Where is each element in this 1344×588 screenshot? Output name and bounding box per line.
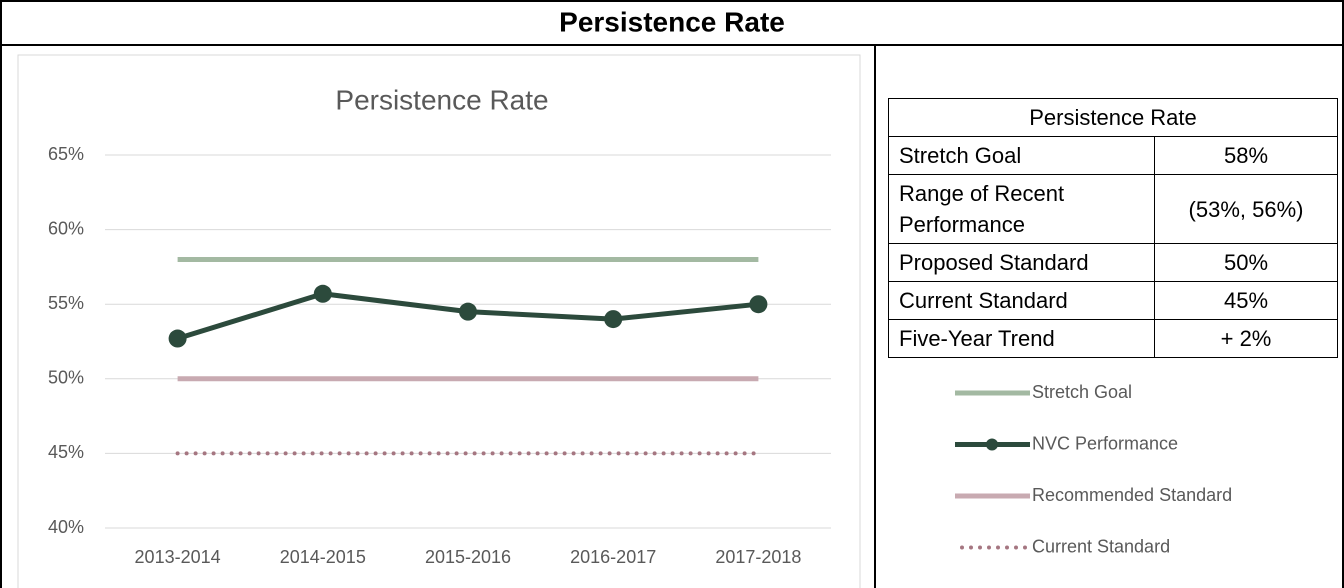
table-row: Stretch Goal 58% bbox=[888, 136, 1338, 175]
table-value: + 2% bbox=[1154, 319, 1338, 358]
table-label: Current Standard bbox=[888, 281, 1155, 320]
table-value: 58% bbox=[1154, 136, 1338, 175]
legend-label: Stretch Goal bbox=[1032, 382, 1132, 402]
x-tick-label: 2015-2016 bbox=[425, 547, 511, 567]
table-label: Proposed Standard bbox=[888, 243, 1155, 282]
point bbox=[749, 295, 768, 314]
chart-frame bbox=[17, 54, 861, 588]
table-row: Proposed Standard 50% bbox=[888, 243, 1338, 282]
y-tick-label: 60% bbox=[48, 218, 84, 238]
point bbox=[604, 310, 623, 329]
legend-label: Current Standard bbox=[1032, 536, 1170, 556]
table-row: Current Standard 45% bbox=[888, 281, 1338, 320]
table-value: (53%, 56%) bbox=[1154, 174, 1338, 244]
y-tick-label: 45% bbox=[48, 442, 84, 462]
table-row: Five-Year Trend + 2% bbox=[888, 319, 1338, 358]
legend-label: NVC Performance bbox=[1032, 433, 1178, 453]
table-label: Five-Year Trend bbox=[888, 319, 1155, 358]
point bbox=[168, 329, 187, 348]
point bbox=[459, 302, 477, 321]
y-tick-label: 65% bbox=[48, 144, 84, 164]
x-tick-label: 2013-2014 bbox=[135, 547, 221, 567]
y-tick-label: 40% bbox=[48, 517, 84, 537]
page-title: Persistence Rate bbox=[559, 6, 785, 37]
legend-label: Recommended Standard bbox=[1032, 485, 1232, 505]
table-label: Range of Recent Performance bbox=[888, 174, 1155, 244]
table-value: 45% bbox=[1154, 281, 1338, 320]
x-tick-label: 2014-2015 bbox=[280, 547, 366, 567]
summary-table: Persistence Rate Stretch Goal 58% Range of… bbox=[888, 98, 1338, 358]
y-tick-label: 55% bbox=[48, 293, 84, 313]
chart-title: Persistence Rate bbox=[335, 84, 548, 115]
x-tick-label: 2017-2018 bbox=[715, 547, 801, 567]
table-row: Range of Recent Performance (53%, 56%) bbox=[888, 174, 1338, 244]
legend-marker bbox=[986, 438, 998, 451]
table-value: 50% bbox=[1154, 243, 1338, 282]
point bbox=[313, 284, 332, 303]
table-title: Persistence Rate bbox=[888, 98, 1338, 137]
x-tick-label: 2016-2017 bbox=[570, 547, 656, 567]
table-label: Stretch Goal bbox=[888, 136, 1155, 175]
y-tick-label: 50% bbox=[48, 368, 84, 388]
